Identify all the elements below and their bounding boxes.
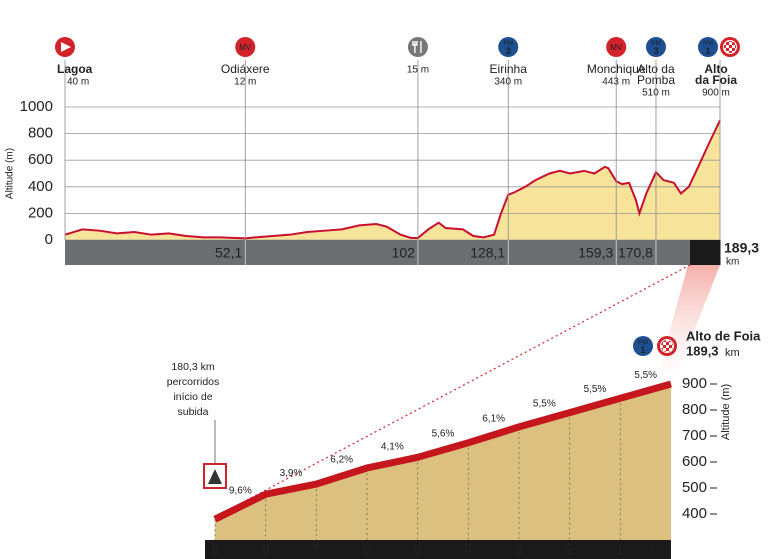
distance-band [65, 240, 720, 265]
y-tick-label: 900 [682, 375, 707, 392]
mountain-icon-text: PM [703, 40, 713, 47]
start-note: percorridos [167, 376, 220, 388]
finish-km: 189,3 [686, 343, 719, 358]
y-tick-label: 1000 [20, 98, 53, 115]
mountain-icon [633, 336, 653, 356]
waypoint-elevation: 40 m [67, 77, 89, 88]
waypoint-name: Lagoa [57, 62, 93, 76]
distance-unit: km [726, 257, 739, 268]
gradient-label: 6,1% [482, 413, 505, 424]
y-tick-label: 700 [682, 427, 707, 444]
km-band [205, 540, 671, 559]
feed-icon [407, 37, 428, 57]
start-note: subida [178, 406, 209, 418]
sprint-icon [606, 37, 627, 57]
gradient-label: 3,9% [280, 468, 303, 479]
finish-flag [723, 40, 737, 54]
gradient-label: 5,5% [634, 370, 657, 381]
gradient-label: 5,5% [533, 398, 556, 409]
zoom-glow [656, 265, 720, 382]
profile-area [215, 384, 671, 540]
climb-line [213, 380, 672, 523]
x-tick-label: 5 [413, 541, 421, 558]
waypoint-elevation: 340 m [494, 77, 522, 88]
waypoint-name: Monchique [587, 62, 646, 76]
mountain-category: 1 [705, 46, 710, 56]
finish-km-unit: km [725, 347, 740, 359]
x-tick-label: 102 [392, 245, 416, 261]
mountain-icon [498, 37, 519, 57]
sprint-icon-text: MV [610, 43, 623, 52]
waypoint-name: Alto [704, 62, 727, 76]
x-tick-label: 6 [363, 541, 371, 558]
x-tick-label: 170,8 [618, 245, 653, 261]
total-distance: 189,3 [724, 240, 759, 256]
y-tick-label: 400 [28, 178, 53, 195]
mountain-category: 3 [653, 46, 658, 56]
waypoint-elevation: 15 m [407, 65, 429, 76]
waypoint-name: Odiáxere [221, 62, 270, 76]
mountain-category: 3 [506, 46, 511, 56]
x-tick-label: 52,1 [215, 245, 242, 261]
gradient-label: 5,6% [432, 429, 455, 440]
profile-line [64, 119, 721, 240]
x-tick-label: 7 [312, 541, 320, 558]
y-tick-label: 200 [28, 204, 53, 221]
waypoint-name: Pomba [637, 73, 675, 87]
mountain-icon-text: PM [651, 40, 661, 47]
profile-area [65, 120, 720, 240]
mountain-category: 1 [640, 345, 645, 355]
x-tick-label: 9 [211, 541, 219, 558]
mountain-icon [698, 37, 718, 57]
start-note: início de [173, 391, 212, 403]
sprint-icon [235, 37, 256, 57]
x-tick-label: 159,3 [578, 245, 613, 261]
sprint-icon-text: MV [239, 43, 252, 52]
y-tick-label: 0 [45, 231, 53, 248]
x-tick-label: 4 [464, 541, 472, 558]
x-tick-label: 128,1 [470, 245, 505, 261]
gradient-label: 5,5% [584, 384, 607, 395]
y-tick-label: 800 [28, 125, 53, 142]
climb-icon-mountain [208, 469, 222, 484]
gradient-label: 4,1% [381, 441, 404, 452]
y-tick-label: 500 [682, 479, 707, 496]
start-arrow [61, 42, 71, 52]
mountain-icon-text: PM [503, 40, 513, 47]
y-tick-label: 600 [28, 151, 53, 168]
gradient-label: 9,6% [229, 485, 252, 496]
y-axis-label: Altitude (m) [5, 148, 16, 199]
x-tick-label: 8 [261, 541, 269, 558]
y-axis-label: Altitude (m) [720, 384, 732, 440]
waypoint-elevation: 12 m [234, 77, 256, 88]
mountain-icon [645, 37, 666, 57]
waypoint-name: Eirinha [490, 62, 528, 76]
mountain-icon-text: PM [638, 339, 648, 346]
y-tick-label: 600 [682, 453, 707, 470]
y-tick-label: 800 [682, 401, 707, 418]
finish-band [690, 240, 720, 265]
waypoint-elevation: 900 m [702, 88, 730, 99]
x-tick-label: 2 [565, 541, 573, 558]
x-tick-label: 3 [515, 541, 523, 558]
waypoint-elevation: 510 m [642, 88, 670, 99]
waypoint-elevation: 443 m [602, 77, 630, 88]
finish-name: Alto de Foia [686, 328, 761, 343]
waypoint-name: da Foia [695, 73, 737, 87]
x-unit: km [650, 545, 663, 556]
waypoint-name: Alto da [637, 62, 675, 76]
x-tick-label: 1 [616, 541, 624, 558]
finish-flag [660, 339, 674, 353]
start-note: 180,3 km [171, 361, 214, 373]
y-tick-label: 400 [682, 505, 707, 522]
gradient-label: 6,2% [330, 455, 353, 466]
feed-fork [412, 41, 422, 53]
